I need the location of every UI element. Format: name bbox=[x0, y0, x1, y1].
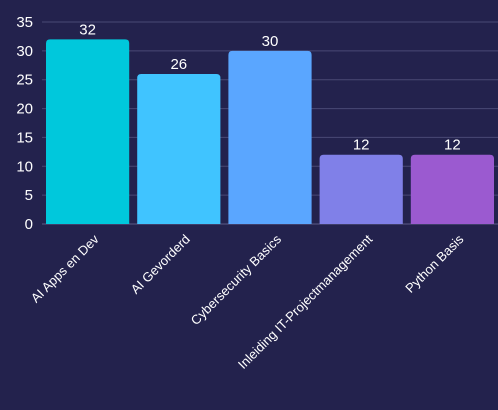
bar[interactable] bbox=[319, 154, 403, 224]
y-tick-label: 15 bbox=[16, 129, 33, 146]
bars bbox=[46, 39, 494, 224]
x-tick-label: Python Basis bbox=[402, 231, 467, 296]
y-tick-label: 10 bbox=[16, 158, 33, 175]
data-labels: 32 26 30 12 12 bbox=[79, 21, 460, 153]
bar[interactable] bbox=[137, 73, 221, 224]
y-axis-ticks: 0 5 10 15 20 25 30 35 bbox=[16, 14, 33, 233]
bar[interactable] bbox=[46, 39, 130, 224]
x-tick-label: Cybersecurity Basics bbox=[188, 231, 285, 328]
data-label: 30 bbox=[262, 33, 279, 50]
data-label: 12 bbox=[444, 137, 461, 154]
y-tick-label: 30 bbox=[16, 43, 33, 60]
bar[interactable] bbox=[228, 50, 312, 224]
y-tick-label: 35 bbox=[16, 14, 33, 31]
x-axis-ticks: AI Apps en Dev AI GevorderdCybersecurity … bbox=[28, 231, 467, 372]
data-label: 32 bbox=[79, 21, 96, 38]
bar[interactable] bbox=[410, 154, 494, 224]
x-tick-label: AI Gevorderd bbox=[128, 232, 193, 297]
x-tick-label: AI Apps en Dev bbox=[28, 231, 102, 305]
y-tick-label: 5 bbox=[25, 187, 33, 204]
y-tick-label: 20 bbox=[16, 101, 33, 118]
y-tick-label: 0 bbox=[25, 216, 33, 233]
data-label: 12 bbox=[353, 137, 370, 154]
data-label: 26 bbox=[170, 56, 187, 73]
y-tick-label: 25 bbox=[16, 72, 33, 89]
